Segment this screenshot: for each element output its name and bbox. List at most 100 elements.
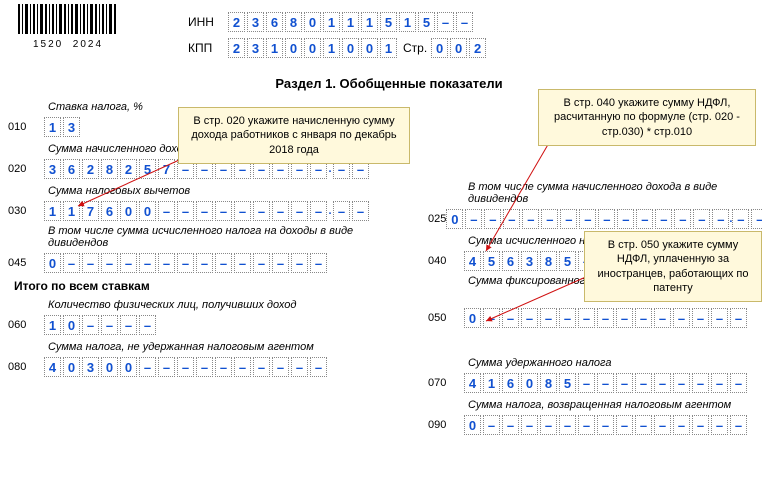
cell: – [711, 415, 728, 435]
callout-040: В стр. 040 укажите сумму НДФЛ, расчитанн… [538, 89, 756, 146]
cell: 0 [285, 38, 302, 58]
cell: 5 [139, 159, 156, 179]
cell: 5 [559, 373, 576, 393]
cell: – [560, 209, 577, 229]
cell: – [521, 415, 538, 435]
cell: 4 [464, 251, 481, 271]
cell: – [578, 373, 595, 393]
boxes-060: 10–––– [44, 315, 156, 335]
label-025: В том числе сумма начисленного дохода в … [468, 181, 758, 205]
cell: – [333, 201, 350, 221]
cell: – [635, 373, 652, 393]
lineno-020: 020 [8, 163, 44, 175]
cell: – [101, 253, 118, 273]
cell: – [730, 308, 747, 328]
cell: – [234, 357, 251, 377]
cell: – [177, 201, 194, 221]
cell: – [597, 308, 614, 328]
callout-020: В стр. 020 укажите начисленную сумму дох… [178, 107, 410, 164]
cell: – [616, 373, 633, 393]
cell: – [120, 315, 137, 335]
lineno-025: 025 [428, 213, 446, 225]
cell: 5 [559, 251, 576, 271]
cell: 0 [120, 201, 137, 221]
cell: 1 [44, 117, 61, 137]
cell: 1 [266, 38, 283, 58]
cell: – [234, 201, 251, 221]
cell: 0 [101, 357, 118, 377]
cell: 6 [502, 251, 519, 271]
cell: – [291, 253, 308, 273]
cell: – [730, 373, 747, 393]
cell: – [437, 12, 454, 32]
cell: 1 [483, 373, 500, 393]
cell: – [158, 253, 175, 273]
cell: 8 [101, 159, 118, 179]
cell: – [522, 209, 539, 229]
cell: 3 [521, 251, 538, 271]
cell: – [674, 209, 691, 229]
cell: – [272, 357, 289, 377]
cell: – [483, 415, 500, 435]
cell: – [503, 209, 520, 229]
cell: – [635, 308, 652, 328]
cell: 1 [361, 12, 378, 32]
cell: – [521, 308, 538, 328]
cell: 1 [44, 201, 61, 221]
cell: 3 [63, 117, 80, 137]
cell: 1 [380, 38, 397, 58]
cell: – [711, 308, 728, 328]
cell: – [579, 209, 596, 229]
cell: 8 [540, 251, 557, 271]
label-060: Количество физических лиц, получивших до… [48, 299, 408, 311]
callout-050: В стр. 050 укажите сумму НДФЛ, уплаченну… [584, 231, 762, 302]
cell: 7 [158, 159, 175, 179]
barcode-num-right: 2024 [73, 39, 103, 50]
cell: – [465, 209, 482, 229]
cell: – [751, 209, 762, 229]
cell: 1 [44, 315, 61, 335]
cell: – [196, 357, 213, 377]
kpp-boxes: 231001001 [228, 38, 397, 58]
cell: – [82, 315, 99, 335]
boxes-080: 40300–––––––––– [44, 357, 327, 377]
cell: 0 [63, 315, 80, 335]
cell: – [654, 373, 671, 393]
cell: 5 [418, 12, 435, 32]
cell: 0 [431, 38, 448, 58]
cell: – [673, 373, 690, 393]
lineno-080: 080 [8, 361, 44, 373]
cell: – [598, 209, 615, 229]
label-090: Сумма налога, возвращенная налоговым аге… [468, 399, 758, 411]
cell: – [215, 201, 232, 221]
cell: 1 [323, 12, 340, 32]
total-label: Итого по всем ставкам [14, 279, 408, 293]
cell: 1 [63, 201, 80, 221]
cell: 3 [82, 357, 99, 377]
cell: – [732, 209, 749, 229]
cell: 4 [464, 373, 481, 393]
lineno-060: 060 [8, 319, 44, 331]
cell: – [352, 201, 369, 221]
cell: – [234, 253, 251, 273]
cell: 0 [464, 415, 481, 435]
cell: – [215, 357, 232, 377]
form-content: Ставка налога, % 010 13 Сумма начисленно… [8, 101, 762, 377]
cell: – [177, 357, 194, 377]
cell: – [655, 209, 672, 229]
cell: – [272, 253, 289, 273]
lineno-010: 010 [8, 121, 44, 133]
cell: 8 [540, 373, 557, 393]
cell: – [291, 357, 308, 377]
lineno-070: 070 [428, 377, 464, 389]
cell: 0 [304, 38, 321, 58]
barcode-num-left: 1520 [33, 39, 63, 50]
cell: – [541, 209, 558, 229]
cell: – [578, 308, 595, 328]
cell: – [712, 209, 729, 229]
kpp-label: КПП [188, 41, 228, 55]
cell: – [635, 415, 652, 435]
cell: 6 [63, 159, 80, 179]
cell: 0 [63, 357, 80, 377]
cell: 0 [44, 253, 61, 273]
